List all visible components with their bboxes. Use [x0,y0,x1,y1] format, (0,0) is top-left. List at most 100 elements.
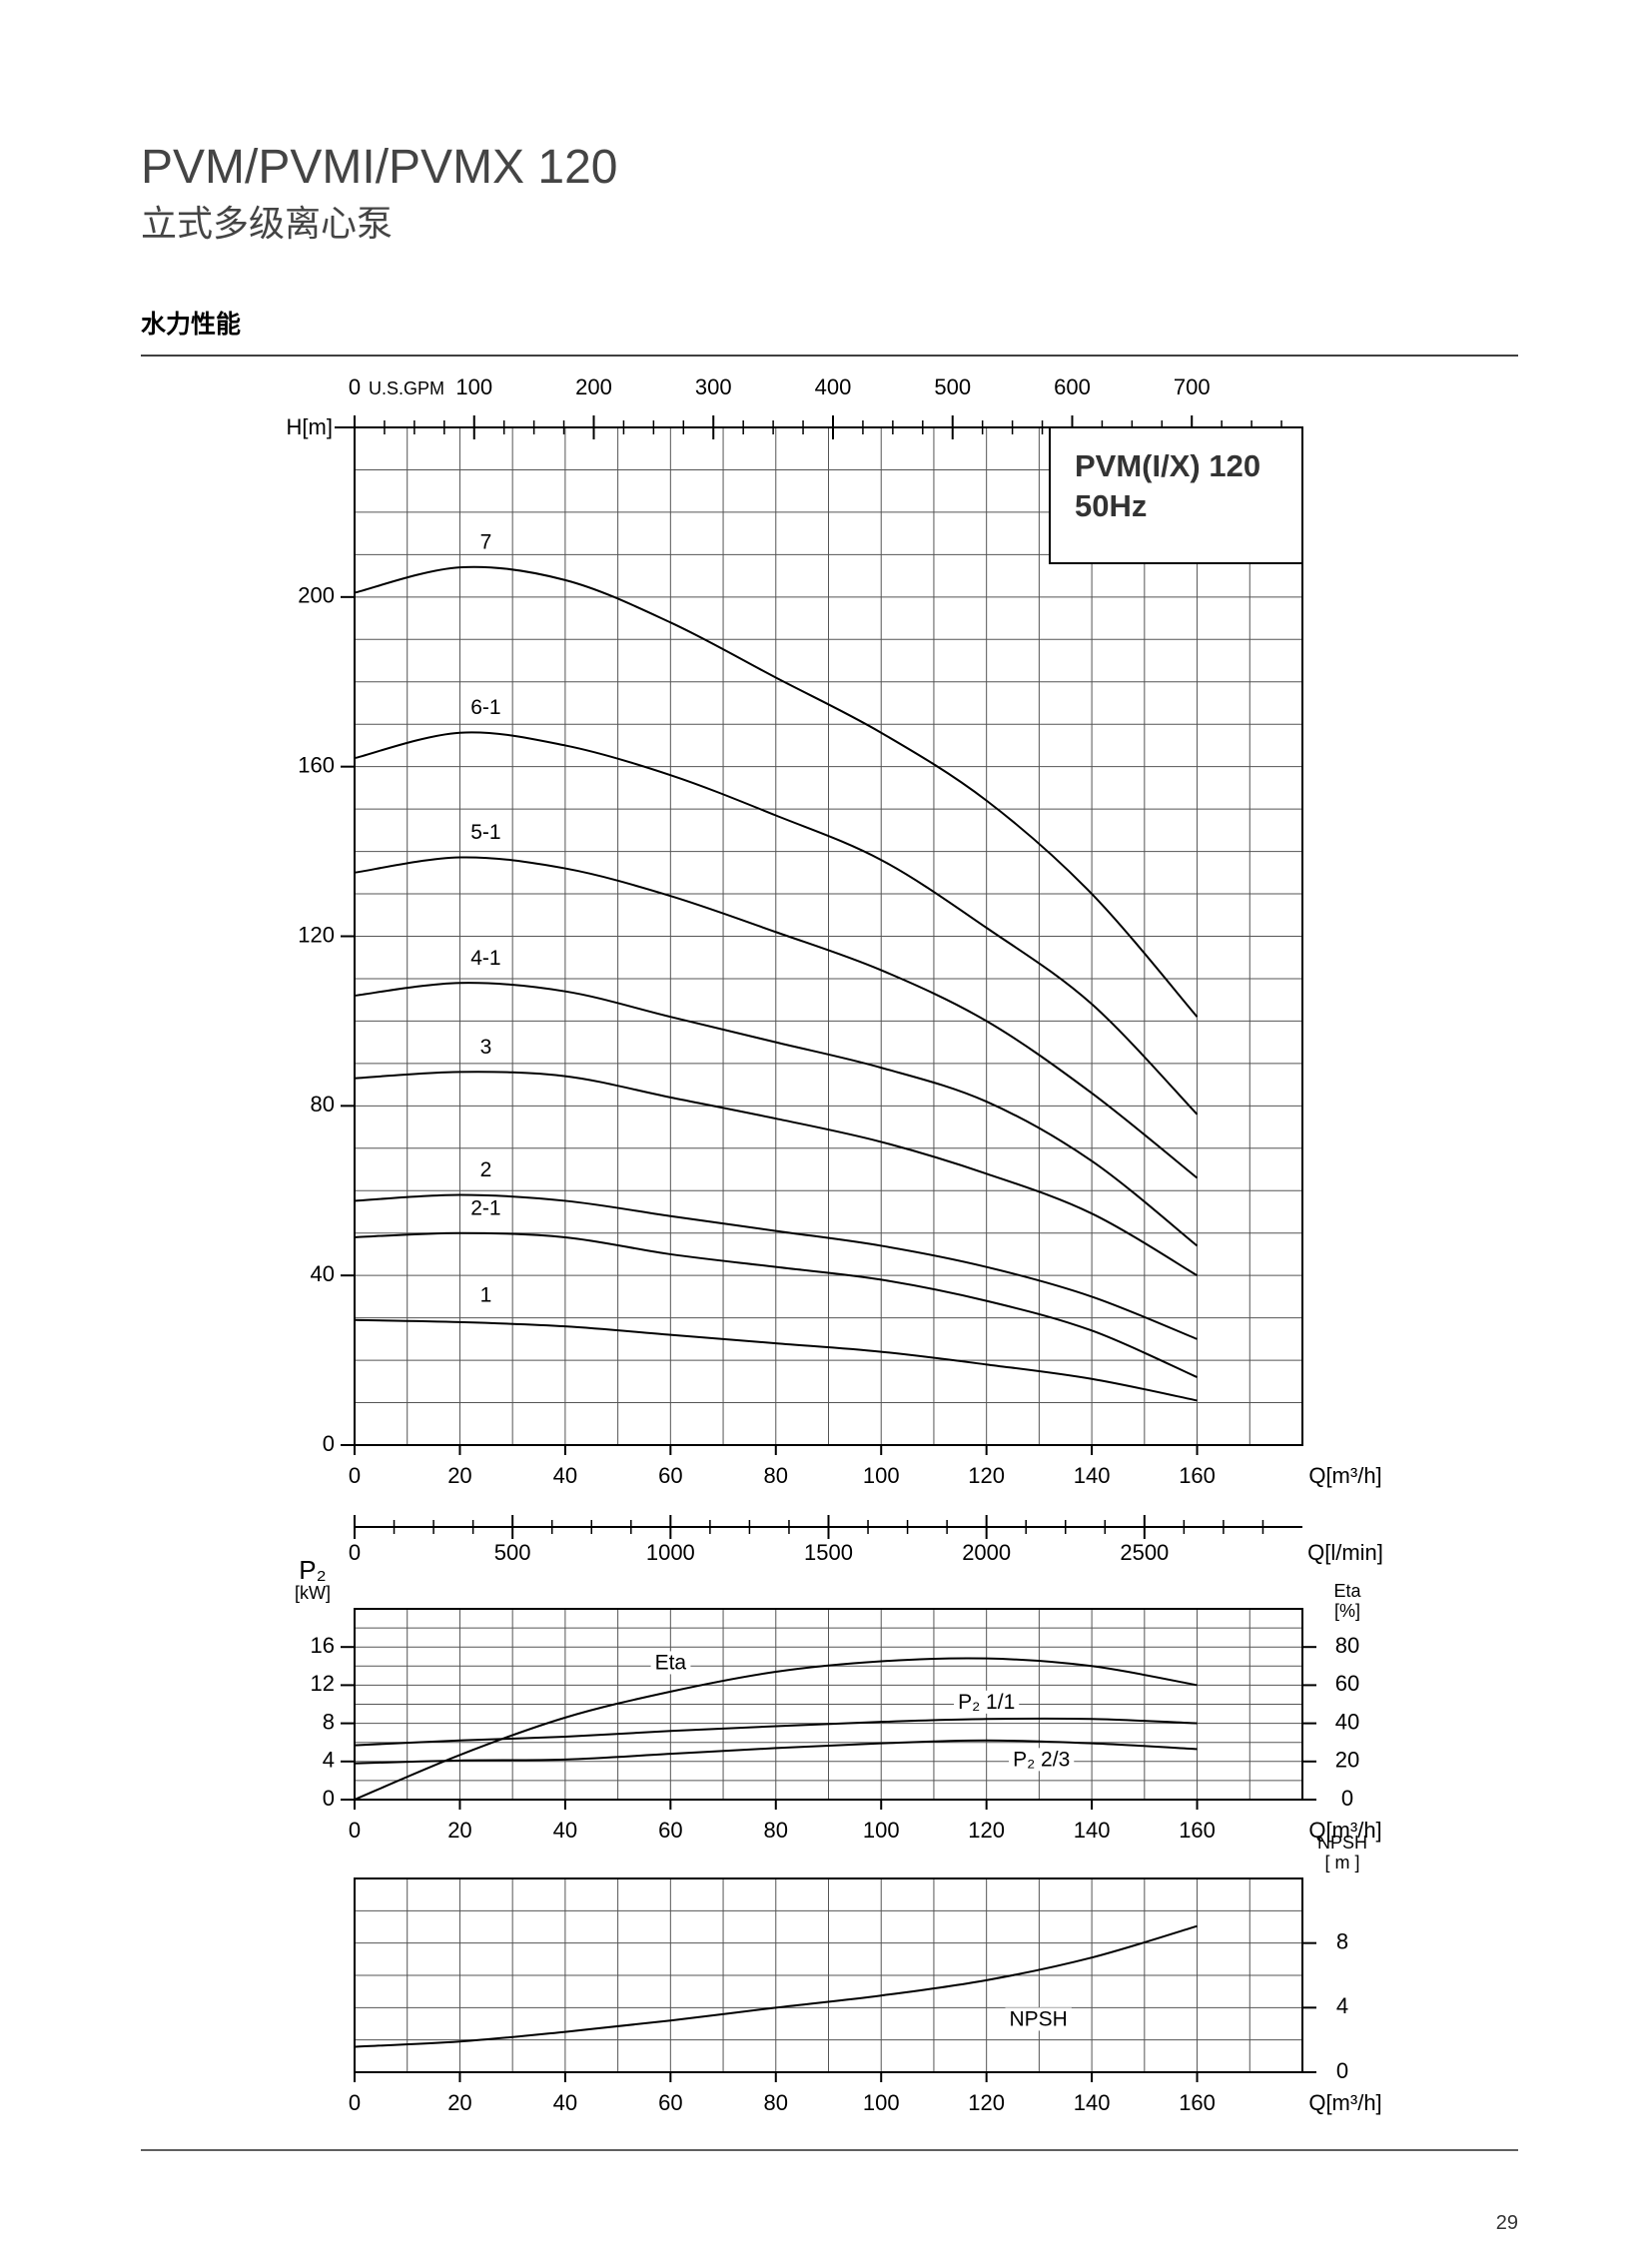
y-tick-label: 160 [298,752,335,777]
x2-tick-label: 1000 [646,1540,695,1565]
curve-label: 1 [480,1283,492,1306]
label-bg [650,1651,691,1675]
annotation-box [1049,426,1303,564]
x2-tick-label: 100 [455,374,492,399]
y-tick-label: 8 [1336,1928,1348,1953]
x-tick-label: 160 [1179,2090,1216,2115]
curve-label: 2 [480,1158,492,1181]
y-tick-label: 4 [1336,1993,1348,2018]
curve [354,731,1199,1116]
x2-axis-label: U.S.GPM [369,378,444,398]
x-tick-label: 140 [1074,2090,1111,2115]
x-axis-label: Q[m³/h] [1308,1818,1381,1843]
x-tick-label: 40 [553,1463,577,1488]
y-tick-label: 200 [298,583,335,608]
y2-tick-label: 80 [1335,1633,1359,1658]
y-tick-label: 0 [323,1786,335,1811]
annotation: PVM(I/X) 120 [1075,448,1260,483]
x-axis-label: Q[m³/h] [1308,2090,1381,2115]
y-axis-label: NPSH [1317,1833,1367,1853]
x2-tick-label: 300 [695,374,732,399]
x2-tick-label: 700 [1174,374,1211,399]
x-tick-label: 40 [553,2090,577,2115]
curve [354,982,1199,1247]
y2-tick-label: 60 [1335,1671,1359,1696]
x-tick-label: 20 [447,2090,471,2115]
curve-label: Eta [655,1651,687,1674]
y-tick-label: 0 [1336,2058,1348,2083]
x-tick-label: 100 [863,1463,900,1488]
x-tick-label: 160 [1179,1463,1216,1488]
x-tick-label: 100 [863,2090,900,2115]
page-number: 29 [1496,2212,1518,2234]
curve [354,1071,1199,1277]
curve [354,1231,1198,1378]
x-tick-label: 0 [349,2090,361,2115]
y2-tick-label: 40 [1335,1709,1359,1734]
annotation: 50Hz [1075,488,1147,523]
x-tick-label: 60 [658,1818,682,1843]
curve [354,856,1199,1179]
x-tick-label: 0 [349,1818,361,1843]
x-tick-label: 160 [1179,1818,1216,1843]
curve [354,1717,1198,1747]
x-tick-label: 20 [447,1818,471,1843]
curve-label: 6-1 [470,696,500,719]
x2-tick-label: 200 [575,374,612,399]
page-subtitle: 立式多级离心泵 [141,203,393,244]
x2-tick-label: 1500 [804,1540,853,1565]
x2-tick-label: 0 [349,1540,361,1565]
x-tick-label: 100 [863,1818,900,1843]
x2-tick-label: 2500 [1120,1540,1169,1565]
curve-label: 4-1 [470,947,500,970]
curve [354,1739,1198,1765]
y-tick-label: 0 [323,1431,335,1456]
x-tick-label: 80 [764,1463,788,1488]
curve-label: P₂ 2/3 [1013,1748,1070,1771]
curve [354,1193,1198,1340]
y-axis-label: [kW] [295,1583,331,1603]
x-tick-label: 40 [553,1818,577,1843]
x2-tick-label: 600 [1054,374,1091,399]
x-tick-label: 80 [764,2090,788,2115]
x-tick-label: 60 [658,1463,682,1488]
x2-tick-label: 500 [934,374,971,399]
y2-axis-label: [%] [1334,1601,1360,1621]
y2-tick-label: 0 [1341,1786,1353,1811]
curve-label: NPSH [1009,2007,1067,2030]
x-axis-label: Q[m³/h] [1308,1463,1381,1488]
plot-frame [354,1877,1303,2073]
label-bg [1009,1748,1075,1772]
y-tick-label: 40 [311,1261,335,1286]
label-bg [954,1690,1020,1714]
y-tick-label: 4 [323,1748,335,1773]
x2-tick-label: 2000 [962,1540,1011,1565]
label-bg [1005,2007,1072,2031]
x-tick-label: 60 [658,2090,682,2115]
x2-tick-label: 400 [815,374,852,399]
y2-tick-label: 20 [1335,1748,1359,1773]
x-tick-label: 120 [968,1463,1005,1488]
x-tick-label: 0 [349,1463,361,1488]
y-tick-label: 16 [311,1633,335,1658]
x2-axis-label: Q[l/min] [1307,1540,1383,1565]
curve-label: P₂ 1/1 [958,1691,1015,1714]
x-tick-label: 120 [968,2090,1005,2115]
section-title: 水力性能 [141,310,241,339]
curve [354,1318,1198,1402]
x2-tick-label: 0 [349,374,361,399]
curve [354,1924,1198,2048]
y-tick-label: 12 [311,1671,335,1696]
curve-label: 2-1 [470,1196,500,1219]
y-tick-label: 120 [298,922,335,947]
curve-label: 7 [480,531,492,554]
x-tick-label: 140 [1074,1818,1111,1843]
y-axis-label: P₂ [299,1555,326,1585]
curve-label: 5-1 [470,821,500,844]
x-tick-label: 80 [764,1818,788,1843]
page-title: PVM/PVMI/PVMX 120 [141,141,618,194]
curve-label: 3 [480,1036,492,1059]
x-tick-label: 20 [447,1463,471,1488]
